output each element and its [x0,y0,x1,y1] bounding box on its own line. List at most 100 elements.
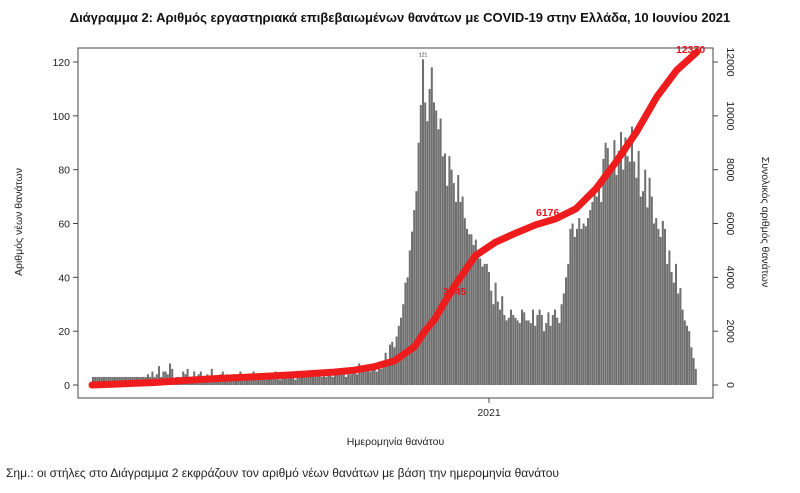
daily-deaths-bar [378,366,381,385]
daily-deaths-bar [296,371,299,385]
daily-deaths-bar [307,374,310,385]
daily-deaths-bar [384,352,387,385]
bars-layer: 121 [92,52,697,386]
daily-deaths-bar [331,376,334,385]
daily-deaths-bar [336,374,339,385]
plot-frame [77,47,714,399]
daily-deaths-bar [362,371,365,385]
daily-deaths-bar [261,379,264,385]
daily-deaths-bar [683,320,686,385]
daily-deaths-bar [611,164,614,385]
daily-deaths-bar [312,376,315,385]
cumulative-annotation: 3145 [443,286,467,298]
daily-deaths-bar [694,368,697,385]
daily-deaths-bar [510,309,513,385]
y2-tick-label: 8000 [724,158,736,182]
daily-deaths-bar [318,374,321,385]
daily-deaths-bar [664,228,667,385]
daily-deaths-bar [305,376,308,385]
daily-deaths-bar [532,309,535,385]
daily-deaths-bar [316,374,319,385]
daily-deaths-bar [325,376,328,385]
daily-deaths-bar [582,223,585,385]
daily-deaths-bar [543,331,546,385]
daily-deaths-bar [455,201,458,385]
daily-deaths-bar [490,290,493,385]
daily-deaths-bar [371,368,374,385]
daily-deaths-bar [609,169,612,385]
daily-deaths-bar [349,374,352,385]
x-tick-label: 2021 [477,407,501,419]
y-tick-label: 20 [58,326,70,338]
daily-deaths-bar [437,129,440,385]
daily-deaths-bar [367,366,370,385]
daily-deaths-bar [430,67,433,385]
daily-deaths-bar [323,371,326,385]
daily-deaths-bar [565,277,568,385]
daily-deaths-bar [380,368,383,385]
daily-deaths-bar [353,368,356,385]
daily-deaths-bar [314,376,317,385]
daily-deaths-bar [604,142,607,385]
daily-deaths-bar [622,169,625,385]
daily-deaths-bar [650,196,653,385]
daily-deaths-bar [283,374,286,385]
daily-deaths-bar [551,315,554,385]
daily-deaths-bar [492,304,495,385]
daily-deaths-bar [320,376,323,385]
daily-deaths-bar [400,317,403,385]
daily-deaths-bar [562,293,565,385]
daily-deaths-bar [417,142,420,385]
daily-deaths-bar [516,320,519,385]
daily-deaths-bar [215,379,218,385]
daily-deaths-bar [290,374,293,385]
daily-deaths-bar [620,131,623,385]
tick-layer: 0 20 40 60 80 100 120 0 2000 4000 6000 8000 10000 120… [52,47,736,419]
x-axis-label: Ημερομηνία θανάτου [347,436,445,448]
daily-deaths-bar [540,315,543,385]
daily-deaths-bar [96,376,99,385]
footnote: Σημ.: οι στήλες στο Διάγραμμα 2 εκφράζου… [6,466,559,480]
daily-deaths-bar [301,376,304,385]
daily-deaths-bar [466,228,469,385]
daily-deaths-bar [446,185,449,385]
daily-deaths-bar [265,376,268,385]
daily-deaths-bar [633,161,636,385]
daily-deaths-bar [250,376,253,385]
daily-deaths-bar [259,376,262,385]
daily-deaths-bar [598,185,601,385]
daily-deaths-bar [268,374,271,385]
daily-deaths-bar [580,228,583,385]
daily-deaths-bar [92,376,95,385]
daily-deaths-bar [567,263,570,386]
daily-deaths-bar [151,371,154,385]
daily-deaths-bar [554,309,557,385]
daily-deaths-bar [613,140,616,385]
daily-deaths-bar [534,325,537,385]
daily-deaths-bar [375,371,378,385]
y2-tick-label: 4000 [724,266,736,290]
daily-deaths-bar [657,228,660,385]
daily-deaths-bar [327,374,330,385]
daily-deaths-bar [413,210,416,385]
daily-deaths-bar [521,309,524,385]
daily-deaths-bar [646,207,649,385]
daily-deaths-bar [254,376,257,385]
daily-deaths-bar [329,368,332,385]
daily-deaths-bar [666,263,669,386]
daily-deaths-bar [637,150,640,385]
y2-tick-label: 2000 [724,319,736,343]
y-axis-label-left: Αριθμός νέων θανάτων [13,168,25,276]
daily-deaths-bar [653,223,656,385]
daily-deaths-bar [545,323,548,385]
daily-deaths-bar [358,363,361,385]
daily-deaths-bar [281,376,284,385]
daily-deaths-bar [98,376,101,385]
daily-deaths-bar [338,368,341,385]
daily-deaths-bar [309,371,312,385]
daily-deaths-bar [547,312,550,385]
daily-deaths-bar [668,250,671,385]
daily-deaths-bar [422,59,425,386]
daily-deaths-bar [279,379,282,385]
